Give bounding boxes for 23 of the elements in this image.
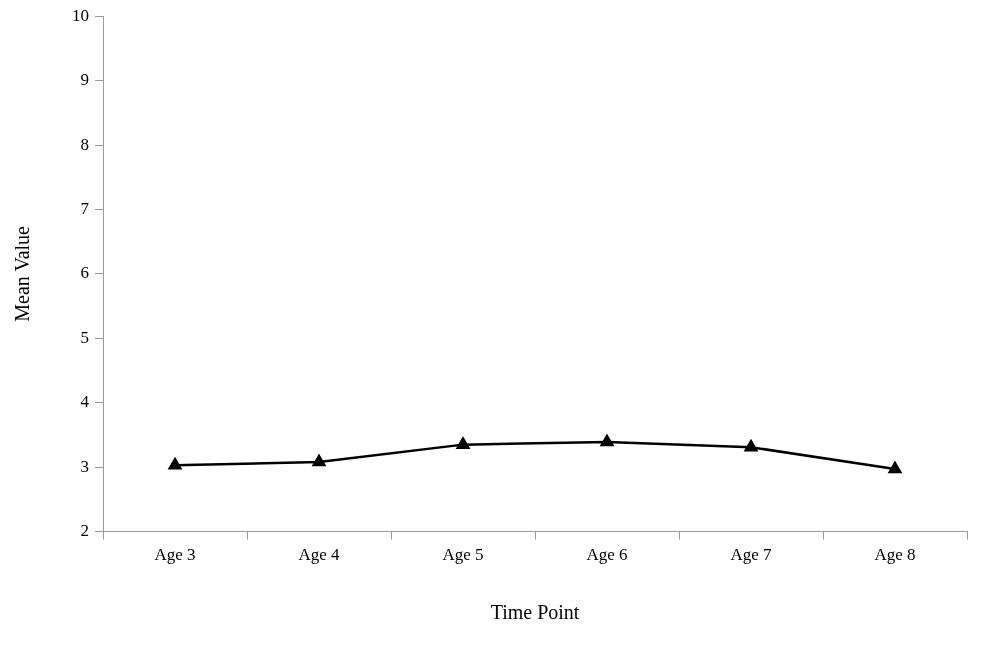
y-axis-title: Mean Value xyxy=(11,225,34,322)
y-tick-label: 9 xyxy=(80,70,89,90)
x-tick-label: Age 7 xyxy=(730,545,773,565)
x-tick-label: Age 4 xyxy=(298,545,341,565)
y-tick-label: 8 xyxy=(80,134,89,154)
y-tick-label: 4 xyxy=(80,392,90,412)
y-tick-label: 6 xyxy=(80,263,89,283)
x-tick-label: Age 8 xyxy=(874,545,916,565)
x-tick-label: Age 5 xyxy=(442,545,484,565)
point xyxy=(888,461,902,474)
point xyxy=(168,457,182,470)
point xyxy=(312,454,326,467)
x-tick-label: Age 3 xyxy=(154,545,196,565)
point xyxy=(744,439,758,452)
point xyxy=(456,437,470,449)
y-tick-label: 10 xyxy=(72,5,89,25)
y-tick-label: 2 xyxy=(80,521,89,541)
x-axis-title: Time Point xyxy=(490,601,580,624)
y-tick-label: 3 xyxy=(80,456,89,476)
x-tick-label: Age 6 xyxy=(586,545,628,565)
point xyxy=(600,434,614,447)
y-tick-label: 7 xyxy=(80,198,90,218)
y-tick-label: 5 xyxy=(80,327,89,347)
